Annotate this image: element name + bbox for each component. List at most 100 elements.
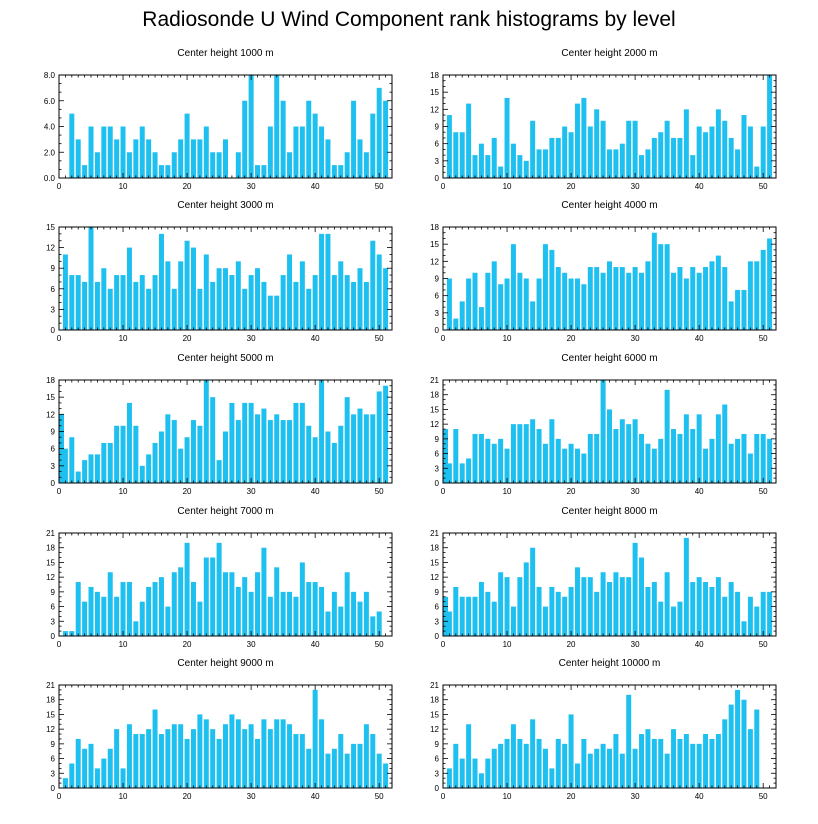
histogram-bar — [351, 591, 357, 636]
histogram-bar — [485, 758, 491, 788]
histogram-bar — [472, 272, 478, 330]
histogram-bar — [491, 601, 497, 636]
histogram-bar — [600, 380, 606, 483]
histogram-bar — [555, 137, 561, 178]
histogram-bar — [530, 301, 536, 330]
histogram-bar — [114, 139, 120, 178]
histogram-bar — [639, 155, 645, 178]
histogram-bar — [459, 463, 465, 483]
histogram-bar — [639, 272, 645, 330]
y-tick-label: 9 — [435, 740, 440, 749]
histogram-bar — [114, 425, 120, 483]
histogram-panel: 0 10 20 30 40 50 0 3 6 9 12 15 18 — [46, 376, 393, 496]
histogram-bar — [216, 152, 222, 178]
histogram-bar — [735, 438, 741, 483]
histogram-bar — [267, 420, 273, 483]
histogram-bar — [485, 438, 491, 483]
histogram-bar — [741, 115, 747, 178]
histogram-bar — [299, 562, 305, 636]
histogram-bar — [319, 233, 325, 330]
histogram-bar — [709, 438, 715, 483]
histogram-bar — [88, 743, 94, 788]
histogram-bar — [216, 268, 222, 330]
histogram-bar — [453, 429, 459, 483]
y-tick-label: 3 — [435, 617, 440, 626]
histogram-bar — [338, 606, 344, 636]
y-tick-label: 18 — [46, 696, 55, 705]
histogram-bar — [190, 582, 196, 636]
histogram-bar — [274, 719, 280, 788]
histogram-bar — [651, 137, 657, 178]
histogram-bar — [587, 577, 593, 636]
histogram-bar — [735, 289, 741, 330]
y-tick-label: 9 — [435, 435, 440, 444]
panel-title: Center height 8000 m — [561, 506, 658, 517]
histogram-bar — [664, 389, 670, 483]
histogram-bar — [82, 748, 88, 788]
histogram-bar — [651, 448, 657, 483]
histogram-bar — [715, 734, 721, 788]
y-tick-label: 8.0 — [44, 71, 56, 80]
histogram-bar — [312, 689, 318, 788]
x-tick-label: 10 — [119, 334, 128, 343]
histogram-bar — [280, 719, 286, 788]
x-tick-label: 20 — [183, 487, 192, 496]
histogram-bar — [555, 591, 561, 636]
histogram-bar — [485, 272, 491, 330]
histogram-bar — [165, 606, 171, 636]
histogram-bar — [338, 261, 344, 330]
histogram-bar — [671, 606, 677, 636]
histogram-bar — [88, 586, 94, 636]
histogram-bar — [619, 577, 625, 636]
histogram-bar — [632, 267, 638, 330]
y-tick-label: 6 — [435, 450, 440, 459]
x-tick-label: 30 — [247, 182, 256, 191]
y-tick-label: 9 — [435, 123, 440, 132]
x-tick-label: 10 — [119, 182, 128, 191]
histogram-bar — [190, 420, 196, 483]
histogram-bar — [210, 281, 216, 330]
histogram-bar — [178, 724, 184, 788]
histogram-bar — [69, 113, 75, 178]
histogram-bar — [754, 166, 760, 178]
x-tick-label: 50 — [759, 792, 768, 801]
histogram-bar — [107, 572, 113, 636]
histogram-bar — [677, 738, 683, 788]
histogram-bar — [376, 87, 382, 178]
y-tick-label: 0 — [435, 632, 440, 641]
histogram-bar — [767, 438, 773, 483]
x-tick-label: 50 — [759, 640, 768, 649]
y-tick-label: 12 — [46, 244, 55, 253]
histogram-bar — [683, 414, 689, 483]
histogram-bar — [274, 75, 280, 178]
histogram-bar — [568, 714, 574, 788]
histogram-bar — [671, 137, 677, 178]
figure-title: Radiosonde U Wind Component rank histogr… — [142, 8, 676, 31]
histogram-bar — [683, 278, 689, 330]
histogram-bar — [658, 738, 664, 788]
histogram-bar — [94, 768, 100, 788]
histogram-bar — [306, 748, 312, 788]
histogram-bar — [331, 442, 337, 483]
y-tick-label: 15 — [46, 710, 55, 719]
histogram-bar — [120, 582, 126, 636]
histogram-bar — [741, 699, 747, 788]
histogram-bar — [203, 126, 209, 178]
histogram-bar — [261, 281, 267, 330]
x-tick-label: 40 — [311, 182, 320, 191]
histogram-bar — [466, 458, 472, 483]
histogram-bar — [658, 601, 664, 636]
histogram-bar — [658, 132, 664, 178]
histogram-bar — [370, 414, 376, 483]
histogram-bar — [216, 738, 222, 788]
histogram-bar — [491, 443, 497, 483]
histogram-bar — [203, 380, 209, 483]
x-tick-label: 0 — [441, 792, 446, 801]
x-tick-label: 0 — [57, 487, 62, 496]
x-tick-label: 10 — [119, 487, 128, 496]
histogram-bar — [261, 165, 267, 178]
histogram-bar — [523, 424, 529, 483]
histogram-bar — [287, 724, 293, 788]
histogram-bar — [504, 278, 510, 330]
histogram-bar — [287, 254, 293, 330]
